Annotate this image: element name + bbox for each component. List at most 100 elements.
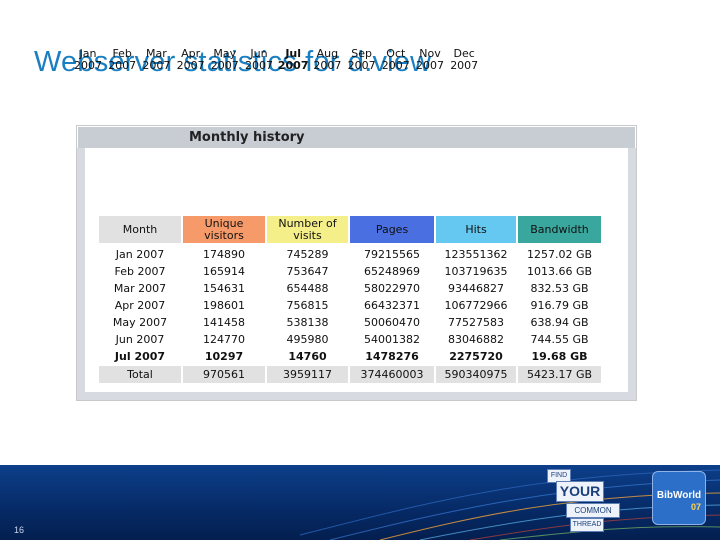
month-name: Feb <box>112 47 132 60</box>
cell-bandwidth: 19.68 GB <box>531 350 588 363</box>
panel-border-left <box>77 148 85 400</box>
badge-common: COMMON <box>566 503 620 518</box>
cell-visits: 753647 <box>286 265 329 278</box>
cell-pages: 50060470 <box>364 316 420 329</box>
cell-unique: 198601 <box>203 299 245 312</box>
stats-panel: Monthly history <box>76 125 637 401</box>
month-link-aug[interactable]: Aug 2007 <box>310 48 344 72</box>
panel-border-bottom <box>77 392 636 400</box>
cell-bandwidth: 744.55 GB <box>530 333 589 346</box>
cell-unique: 154631 <box>203 282 245 295</box>
cell-bandwidth: 916.79 GB <box>530 299 589 312</box>
table-row: May 2007 141458 538138 50060470 77527583 638.… <box>0 314 720 331</box>
cell-month: Mar 2007 <box>113 282 167 295</box>
month-link-may[interactable]: May 2007 <box>208 48 242 72</box>
total-row: Total 970561 3959117 374460003 590340975 5423… <box>0 366 720 383</box>
month-name: Dec <box>453 47 475 60</box>
column-header-bandwidth: Bandwidth <box>518 216 601 243</box>
month-link-oct[interactable]: Oct 2007 <box>379 48 413 72</box>
cell-hits: 93446827 <box>448 282 504 295</box>
column-header-pages: Pages <box>350 216 434 243</box>
cell-visits: 654488 <box>286 282 329 295</box>
month-name: Mar <box>146 47 167 60</box>
column-header-number-of-visits: Number of visits <box>267 216 348 243</box>
panel-border-right <box>628 148 636 400</box>
month-year: 2007 <box>108 59 137 72</box>
cell-visits: 14760 <box>288 350 327 363</box>
page-number: 16 <box>14 525 25 535</box>
month-year: 2007 <box>416 59 444 72</box>
month-year: 2007 <box>210 59 239 72</box>
month-year: 2007 <box>245 59 273 72</box>
cell-hits: 123551362 <box>444 248 508 261</box>
panel-header: Monthly history <box>78 127 635 148</box>
month-link-mar[interactable]: Mar 2007 <box>139 48 173 72</box>
cell-month: May 2007 <box>112 316 168 329</box>
month-year: 2007 <box>74 59 102 72</box>
month-name: Apr <box>181 47 201 60</box>
logo-year: 07 <box>690 502 701 512</box>
month-name: Nov <box>419 47 441 60</box>
cell-month: Jul 2007 <box>114 350 166 363</box>
total-cell-pages: 374460003 <box>350 366 434 383</box>
cell-pages: 58022970 <box>364 282 420 295</box>
month-name: Oct <box>386 47 406 60</box>
cell-bandwidth: 638.94 GB <box>530 316 589 329</box>
cell-unique: 174890 <box>203 248 245 261</box>
table-row: Jul 2007 10297 14760 1478276 2275720 19.68 GB <box>0 348 720 365</box>
total-cell-hits: 590340975 <box>436 366 516 383</box>
cell-month: Feb 2007 <box>114 265 166 278</box>
cell-bandwidth: 832.53 GB <box>530 282 589 295</box>
cell-pages: 54001382 <box>364 333 420 346</box>
column-header-month: Month <box>99 216 181 243</box>
table-row: Mar 2007 154631 654488 58022970 93446827 832.… <box>0 280 720 297</box>
badge-your: YOUR <box>556 481 604 502</box>
cell-bandwidth: 1257.02 GB <box>526 248 593 261</box>
month-link-jun[interactable]: Jun 2007 <box>242 48 276 72</box>
cell-unique: 141458 <box>203 316 245 329</box>
month-link-sep[interactable]: Sep 2007 <box>345 48 379 72</box>
cell-visits: 756815 <box>286 299 329 312</box>
cell-unique: 165914 <box>203 265 245 278</box>
cell-month: Jan 2007 <box>115 248 165 261</box>
cell-visits: 538138 <box>286 316 329 329</box>
cell-pages: 1478276 <box>365 350 419 363</box>
cell-hits: 77527583 <box>448 316 504 329</box>
cell-bandwidth: 1013.66 GB <box>526 265 593 278</box>
month-name: Jul <box>285 47 302 60</box>
cell-pages: 79215565 <box>364 248 420 261</box>
month-year: 2007 <box>347 59 376 72</box>
month-link-jan[interactable]: Jan 2007 <box>71 48 105 72</box>
cell-hits: 2275720 <box>449 350 503 363</box>
month-link-apr[interactable]: Apr 2007 <box>174 48 208 72</box>
column-header-unique-visitors: Unique visitors <box>183 216 265 243</box>
badge-thread: THREAD <box>570 518 604 532</box>
cell-visits: 495980 <box>286 333 329 346</box>
table-row: Jan 2007 174890 745289 79215565 123551362 125… <box>0 246 720 263</box>
cell-hits: 103719635 <box>444 265 508 278</box>
month-year: 2007 <box>176 59 205 72</box>
table-row: Feb 2007 165914 753647 65248969 103719635 101… <box>0 263 720 280</box>
month-year: 2007 <box>142 59 171 72</box>
cell-pages: 65248969 <box>364 265 420 278</box>
month-year: 2007 <box>450 59 479 72</box>
month-link-jul[interactable]: Jul 2007 <box>276 48 310 72</box>
table-row: Apr 2007 198601 756815 66432371 106772966 916… <box>0 297 720 314</box>
month-year: 2007 <box>277 59 309 72</box>
month-name: Sep <box>351 47 372 60</box>
cell-visits: 745289 <box>286 248 329 261</box>
month-link-nov[interactable]: Nov 2007 <box>413 48 447 72</box>
month-name: May <box>213 47 237 60</box>
month-link-dec[interactable]: Dec 2007 <box>447 48 481 72</box>
panel-title: Monthly history <box>189 130 305 145</box>
total-cell-month: Total <box>99 366 181 383</box>
cell-unique: 124770 <box>203 333 245 346</box>
bibworld-logo: BibWorld 07 <box>652 471 706 525</box>
total-cell-unique: 970561 <box>183 366 265 383</box>
month-name: Aug <box>316 47 339 60</box>
month-link-feb[interactable]: Feb 2007 <box>105 48 139 72</box>
month-name: Jan <box>79 47 97 60</box>
total-cell-bandwidth: 5423.17 GB <box>518 366 601 383</box>
table-row: Jun 2007 124770 495980 54001382 83046882 744.… <box>0 331 720 348</box>
column-header-hits: Hits <box>436 216 516 243</box>
